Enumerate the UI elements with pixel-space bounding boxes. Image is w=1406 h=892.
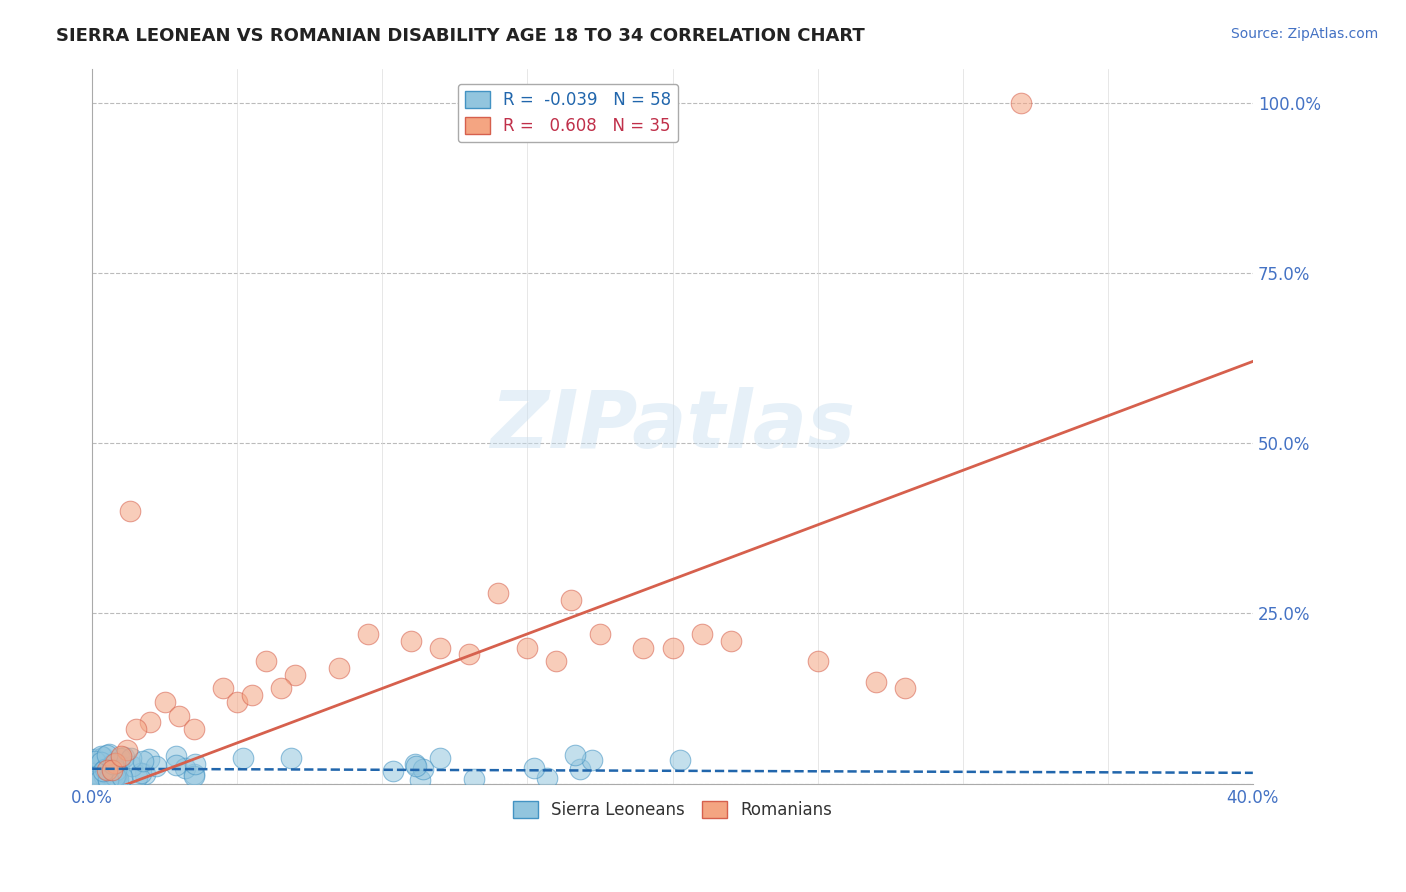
Point (284, 667, 307, 681)
Text: Source: ZipAtlas.com: Source: ZipAtlas.com (1230, 27, 1378, 41)
Point (232, 751, 254, 765)
Point (463, 772, 485, 786)
Point (328, 661, 350, 675)
Point (96, 747, 118, 762)
Point (138, 751, 160, 765)
Point (97, 772, 120, 787)
Point (807, 654, 830, 668)
Point (89, 773, 111, 788)
Point (865, 674, 887, 689)
Point (105, 769, 128, 783)
Point (581, 753, 603, 767)
Point (661, 640, 683, 655)
Point (183, 767, 205, 781)
Point (226, 695, 249, 709)
Point (458, 648, 481, 662)
Point (486, 586, 509, 600)
Point (96, 763, 118, 777)
Point (112, 750, 135, 764)
Point (84, 770, 107, 784)
Point (254, 654, 277, 668)
Point (90, 755, 112, 769)
Point (105, 772, 128, 787)
Point (93, 769, 115, 783)
Point (280, 751, 302, 765)
Point (84, 754, 107, 768)
Point (132, 755, 155, 769)
Legend: Sierra Leoneans, Romanians: Sierra Leoneans, Romanians (506, 794, 838, 825)
Point (270, 681, 292, 696)
Point (174, 761, 197, 775)
Point (103, 772, 125, 786)
Point (104, 764, 127, 778)
Point (1010, 95, 1032, 110)
Point (405, 758, 427, 772)
Point (104, 769, 127, 783)
Point (183, 769, 205, 783)
Point (107, 772, 129, 787)
Point (516, 640, 538, 655)
Point (84, 752, 107, 766)
Point (568, 762, 591, 776)
Point (401, 633, 423, 648)
Point (404, 756, 426, 771)
Point (145, 759, 167, 773)
Point (121, 759, 143, 773)
Point (165, 749, 187, 764)
Point (97, 747, 120, 761)
Point (183, 723, 205, 737)
Point (523, 761, 546, 775)
Point (165, 758, 187, 772)
Point (91, 750, 114, 764)
Point (101, 768, 124, 782)
Point (125, 723, 148, 737)
Point (357, 627, 380, 641)
Point (240, 688, 263, 702)
Point (211, 681, 233, 696)
Point (633, 640, 655, 655)
Point (108, 751, 131, 765)
Point (108, 757, 131, 772)
Point (429, 751, 451, 765)
Point (536, 772, 558, 786)
Point (97, 772, 120, 786)
Point (720, 633, 742, 648)
Point (381, 764, 404, 778)
Point (564, 747, 586, 762)
Point (115, 742, 138, 756)
Point (118, 504, 141, 518)
Point (110, 749, 132, 764)
Point (893, 681, 915, 696)
Point (125, 770, 148, 784)
Point (560, 592, 582, 607)
Point (139, 715, 162, 730)
Text: SIERRA LEONEAN VS ROMANIAN DISABILITY AGE 18 TO 34 CORRELATION CHART: SIERRA LEONEAN VS ROMANIAN DISABILITY AG… (56, 27, 865, 45)
Point (429, 640, 451, 655)
Point (589, 627, 612, 641)
Point (183, 756, 205, 771)
Point (120, 751, 142, 765)
Text: ZIPatlas: ZIPatlas (491, 387, 855, 465)
Point (101, 763, 124, 777)
Point (129, 765, 152, 780)
Point (690, 627, 713, 641)
Point (412, 762, 434, 776)
Point (669, 754, 692, 768)
Point (546, 654, 568, 668)
Point (86, 769, 108, 783)
Point (90, 748, 112, 763)
Point (101, 756, 124, 770)
Point (94, 762, 117, 776)
Point (167, 708, 190, 723)
Point (134, 767, 156, 781)
Point (84, 765, 107, 780)
Point (409, 773, 432, 788)
Point (93, 764, 115, 779)
Point (101, 757, 124, 772)
Point (104, 756, 127, 771)
Point (111, 770, 134, 784)
Point (153, 695, 176, 709)
